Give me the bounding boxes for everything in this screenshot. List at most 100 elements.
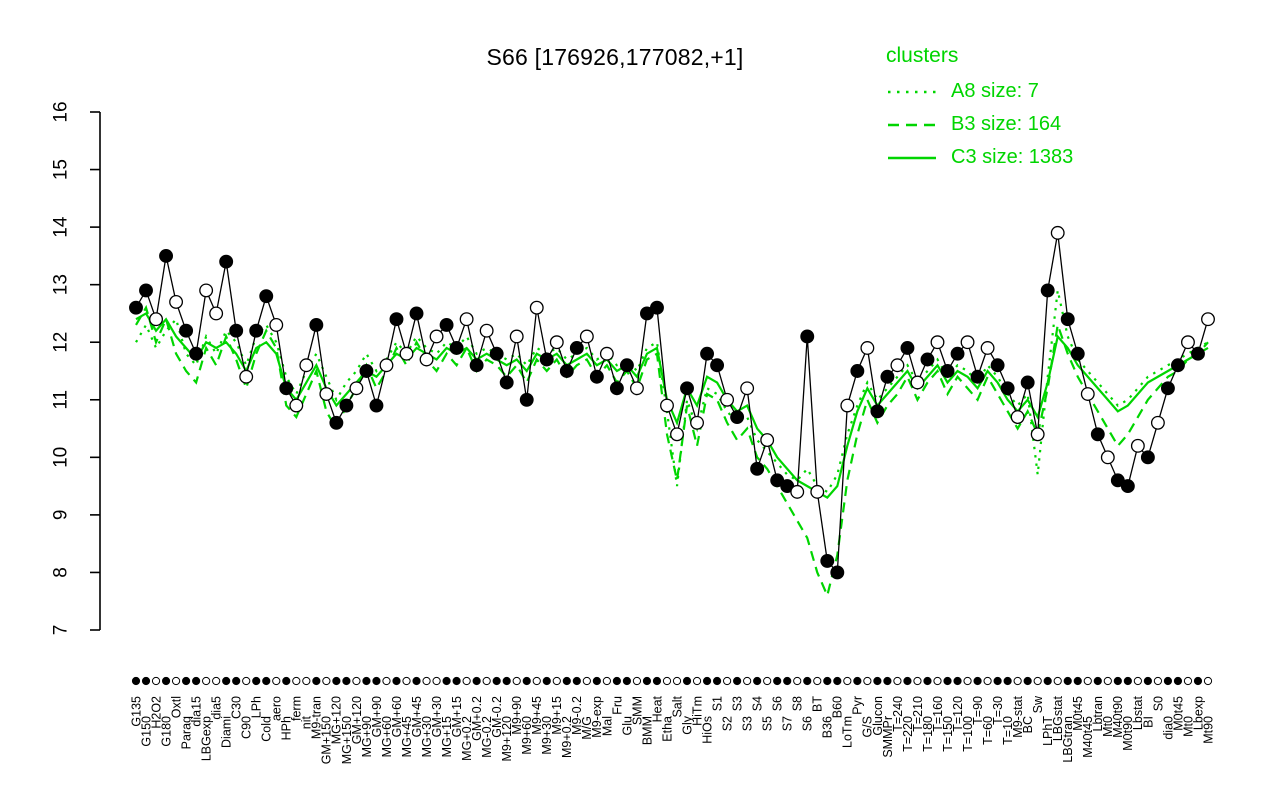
cluster-legend: clusters A8 size: 7 B3 size: 164 C3 size… xyxy=(886,44,1073,179)
gene-point xyxy=(1150,415,1165,430)
x-tick-label: S5 xyxy=(761,716,775,731)
gene-point xyxy=(389,312,404,327)
x-axis-point xyxy=(472,676,481,686)
gene-point xyxy=(419,352,434,367)
gene-point xyxy=(1040,283,1055,298)
x-axis-point xyxy=(252,676,261,686)
x-axis-point xyxy=(1113,676,1122,686)
gene-point xyxy=(489,346,504,361)
x-tick-label: MG+90 xyxy=(360,716,374,757)
x-tick-label: GM+90 xyxy=(370,696,384,737)
legend-title: clusters xyxy=(886,44,959,67)
x-axis-point xyxy=(682,676,692,686)
x-tick-label: M9+90 xyxy=(510,696,524,735)
gene-point xyxy=(199,283,214,298)
x-tick-label: M9+0.2 xyxy=(560,716,574,758)
x-tick-label: S3 xyxy=(741,716,755,731)
gene-point xyxy=(850,364,865,378)
x-axis-point xyxy=(1043,676,1052,686)
x-axis-point xyxy=(402,676,411,686)
x-tick-label: LBGstat xyxy=(1051,695,1065,741)
x-tick-label: Paraq xyxy=(179,716,193,749)
gene-point xyxy=(289,398,304,413)
gene-point xyxy=(539,352,554,367)
x-tick-label: M0t90 xyxy=(1121,716,1135,751)
gene-point xyxy=(800,329,815,344)
x-tick-label: Mt0 xyxy=(1101,716,1115,737)
x-tick-label: T=220 xyxy=(901,716,915,752)
gene-point xyxy=(990,358,1005,373)
x-axis-point xyxy=(442,676,451,686)
x-axis-point xyxy=(1173,676,1183,686)
x-axis-point xyxy=(883,676,892,686)
x-tick-label: HPh xyxy=(280,716,294,740)
x-axis-point xyxy=(973,676,982,686)
x-tick-label: MG+120 xyxy=(330,696,344,744)
legend-label-b3: B3 size: 164 xyxy=(951,113,1062,135)
gene-point xyxy=(720,392,735,407)
gene-point xyxy=(1030,427,1045,442)
x-axis-point xyxy=(151,676,161,686)
gene-point xyxy=(810,484,825,499)
gene-point xyxy=(890,358,905,373)
x-tick-label: T=120 xyxy=(951,696,965,732)
gene-point xyxy=(1080,387,1095,401)
x-axis-point xyxy=(171,676,181,686)
dashed-line-icon xyxy=(888,123,936,126)
x-tick-label: dia15 xyxy=(189,696,203,727)
legend-label-c3: C3 size: 1383 xyxy=(951,146,1074,168)
y-tick-label: 8 xyxy=(51,567,72,578)
x-tick-label: MG+30 xyxy=(420,716,434,757)
gene-point xyxy=(930,335,945,350)
gene-point xyxy=(830,565,845,580)
x-axis-point xyxy=(452,676,461,686)
gene-point xyxy=(589,369,604,384)
gene-point xyxy=(1181,335,1195,350)
x-axis-point xyxy=(572,676,581,686)
x-tick-label: M9+120 xyxy=(500,716,514,762)
x-axis-point xyxy=(522,676,531,686)
x-axis-point xyxy=(1053,676,1062,686)
x-tick-label: M9-exp xyxy=(590,696,604,738)
gene-point xyxy=(910,375,925,390)
gene-point xyxy=(870,404,885,419)
gene-point xyxy=(660,398,674,413)
x-axis-point xyxy=(392,676,401,686)
y-tick-label: 15 xyxy=(51,159,72,180)
x-axis-point xyxy=(352,676,361,686)
x-axis-point xyxy=(542,676,551,686)
gene-point xyxy=(479,323,494,338)
gene-point xyxy=(379,358,394,373)
x-axis-point xyxy=(672,676,682,686)
x-axis-point xyxy=(562,676,571,686)
x-tick-label: ferm xyxy=(290,696,304,721)
gene-point xyxy=(690,415,704,430)
x-tick-label: GM+30 xyxy=(430,696,444,737)
x-axis-point xyxy=(432,676,441,686)
x-axis-point xyxy=(312,676,321,686)
x-tick-label: Diami xyxy=(220,716,234,748)
x-tick-label: M9+45 xyxy=(530,696,544,735)
x-tick-label: T=90 xyxy=(971,696,985,725)
x-tick-label: M0t45 xyxy=(1171,696,1185,731)
x-tick-label: M0t45 xyxy=(1071,696,1085,731)
gene-point xyxy=(269,318,284,332)
x-axis-point xyxy=(161,676,171,686)
x-axis-point xyxy=(202,676,211,686)
gene-point xyxy=(129,300,143,315)
gene-point xyxy=(680,381,694,396)
x-tick-label: T=150 xyxy=(941,716,955,752)
x-tick-label: LoTm xyxy=(841,716,855,748)
x-tick-label: MG+45 xyxy=(400,716,414,757)
y-tick-label: 7 xyxy=(51,625,72,636)
x-axis-point xyxy=(212,676,221,686)
gene-point xyxy=(469,358,484,373)
gene-point xyxy=(860,341,875,355)
cluster-line-A8 xyxy=(135,290,1209,494)
x-axis-point xyxy=(612,676,621,686)
x-tick-label: dia5 xyxy=(210,696,224,720)
x-tick-label: Lbtran xyxy=(1091,696,1105,731)
gene-point xyxy=(279,381,294,396)
gene-point xyxy=(519,392,534,407)
y-tick-label: 12 xyxy=(51,332,72,353)
